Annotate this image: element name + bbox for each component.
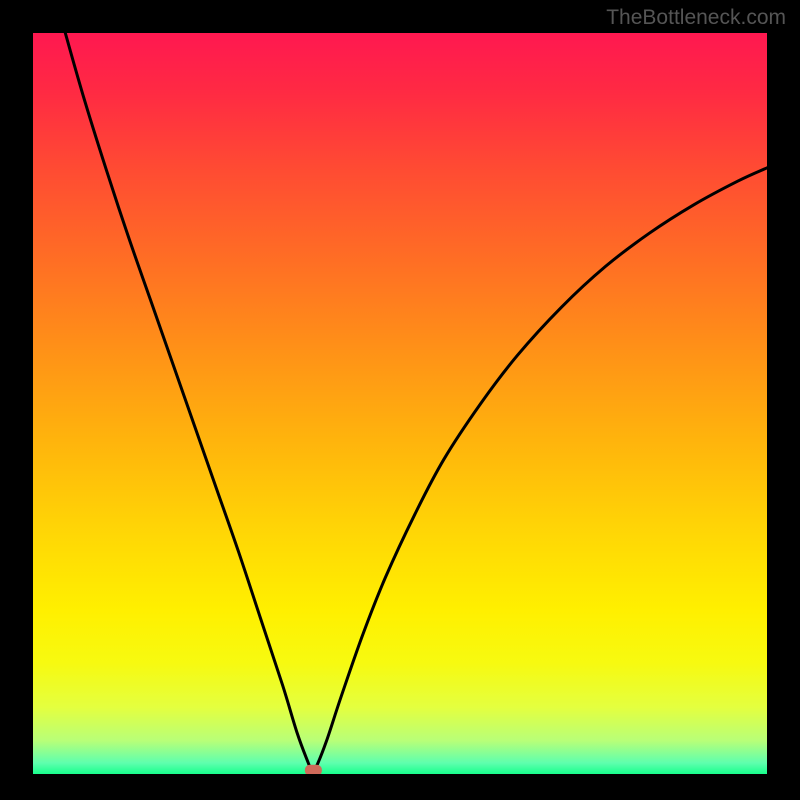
- gradient-background: [33, 33, 767, 774]
- watermark-text: TheBottleneck.com: [606, 6, 786, 30]
- chart-frame: TheBottleneck.com: [0, 0, 800, 800]
- minimum-marker: [305, 765, 322, 774]
- chart-svg: [33, 33, 767, 774]
- plot-area: [33, 33, 767, 774]
